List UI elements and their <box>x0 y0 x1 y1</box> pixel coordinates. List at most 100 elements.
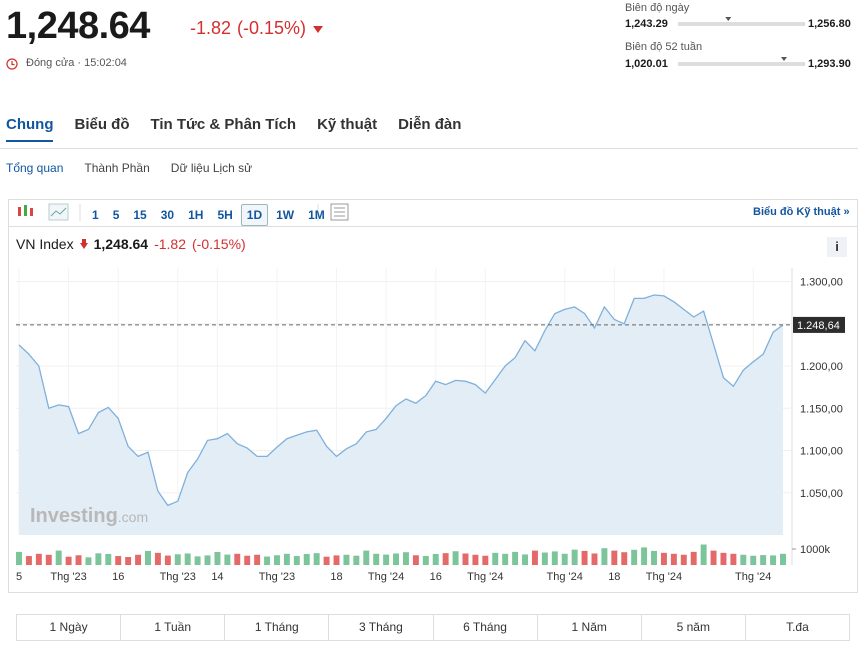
subtabs: Tổng quan Thành Phần Dữ liệu Lịch sử <box>6 161 252 175</box>
volume-bar <box>432 553 439 565</box>
volume-bar <box>670 553 677 565</box>
volume-bar <box>323 556 330 565</box>
x-tick-label: Thg '24 <box>646 571 682 583</box>
tech-chart-link[interactable]: Biểu đồ Kỹ thuật » <box>753 206 850 218</box>
down-arrow <box>313 25 324 33</box>
change-pct: (-0.15%) <box>237 18 307 38</box>
price: 1,248.64 <box>6 5 150 47</box>
volume-bar <box>740 554 747 565</box>
volume-bar <box>333 555 340 565</box>
tab[interactable]: Kỹ thuật <box>317 116 378 133</box>
volume-bar <box>55 550 62 565</box>
volume-bar <box>541 552 548 565</box>
subtab[interactable]: Dữ liệu Lịch sử <box>170 161 253 175</box>
range-track <box>678 22 805 26</box>
subtab[interactable]: Thành Phần <box>84 161 150 175</box>
volume-bar <box>611 550 618 565</box>
interval[interactable]: 1M <box>308 208 325 222</box>
y-tick-label: 1.300,00 <box>800 277 843 289</box>
volume-bar <box>393 553 400 565</box>
volume-bar <box>730 553 737 565</box>
intervals: 1 5 15 30 1H 5H 1D 1W 1M <box>86 204 331 226</box>
interval[interactable]: 1 <box>92 208 99 222</box>
volume-bar <box>591 553 598 565</box>
range-button[interactable]: 1 Tháng <box>224 615 328 640</box>
volume-bar <box>581 550 588 565</box>
volume-bar <box>125 557 132 565</box>
interval[interactable]: 15 <box>133 208 147 222</box>
range-label: Biên độ 52 tuần <box>625 41 703 53</box>
volume-bar <box>184 553 191 565</box>
range-button[interactable]: 3 Tháng <box>328 615 432 640</box>
range-button[interactable]: 1 Tuần <box>120 615 224 640</box>
volume-tick-label: 1000k <box>800 544 830 556</box>
volume-bar <box>601 548 608 565</box>
volume-bar <box>502 553 509 565</box>
volume-bar <box>660 552 667 565</box>
tab[interactable]: Biểu đồ <box>74 116 130 133</box>
interval[interactable]: 1D <box>240 204 269 226</box>
volume-bar <box>750 555 757 565</box>
candle-icon <box>18 205 33 216</box>
range-button[interactable]: T.đa <box>744 615 849 640</box>
range-button[interactable]: 5 năm <box>640 615 745 640</box>
volume-bar <box>95 553 102 565</box>
volume-bar <box>363 550 370 565</box>
interval[interactable]: 30 <box>160 208 175 222</box>
down-icon <box>79 239 88 249</box>
range-button[interactable]: 1 Năm <box>536 615 641 640</box>
watermark-name: Investing <box>30 505 118 527</box>
volume-bar <box>452 551 459 565</box>
last-value-label: 1.248,64 <box>797 320 840 332</box>
info-button[interactable]: i <box>827 237 847 257</box>
change-value: -1.82 <box>190 18 232 38</box>
volume-bar <box>621 552 628 565</box>
chart-change: -1.82 <box>154 236 187 252</box>
tab[interactable]: Tin Tức & Phân Tích <box>150 116 297 133</box>
y-tick-label: 1.100,00 <box>800 446 843 458</box>
volume-bar <box>512 551 519 565</box>
volume-bar <box>303 553 310 565</box>
last-value-box <box>793 316 845 333</box>
volume-bar <box>770 555 777 565</box>
range-button[interactable]: 6 Tháng <box>432 615 537 640</box>
x-tick-label: 14 <box>211 571 223 583</box>
subtab[interactable]: Tổng quan <box>6 161 64 175</box>
volume-bar <box>25 556 32 565</box>
tab[interactable]: Diễn đàn <box>398 116 462 133</box>
watermark-suffix: .com <box>118 509 148 525</box>
area <box>19 295 783 535</box>
x-tick-label: 5 <box>16 571 22 583</box>
range-button[interactable]: 1 Ngày <box>49 620 88 634</box>
volume-bar <box>254 554 261 565</box>
line <box>18 294 784 507</box>
volume-bar <box>174 554 181 565</box>
volume-bar <box>710 550 717 565</box>
volume-bar <box>780 553 786 565</box>
interval[interactable]: 5H <box>217 208 233 222</box>
range-low: 1,243.29 <box>625 18 668 30</box>
x-tick-label: Thg '24 <box>735 571 771 583</box>
volume-bar <box>373 553 380 565</box>
interval[interactable]: 5 <box>112 208 120 222</box>
volume-bar <box>492 552 499 565</box>
chart-title: VN Index 1,248.64 -1.82 (-0.15%) <box>16 236 246 252</box>
interval[interactable]: 1W <box>276 208 295 222</box>
x-tick-label: Thg '23 <box>50 571 86 583</box>
volume-bar <box>680 554 687 565</box>
range-label: Biên độ ngày <box>625 2 690 14</box>
interval[interactable]: 1H <box>188 208 204 222</box>
y-tick-label: 1.200,00 <box>800 361 843 373</box>
volume-bar <box>16 551 22 565</box>
x-tick-label: Thg '23 <box>259 571 295 583</box>
volume-bar <box>313 553 320 565</box>
volume-bar <box>383 554 390 565</box>
volume-bar <box>194 556 201 565</box>
volume-bar <box>472 554 479 565</box>
range-high: 1,293.90 <box>808 58 851 70</box>
tab[interactable]: Chung <box>6 116 54 142</box>
volume-bar <box>154 552 161 565</box>
volume-bar <box>571 549 578 565</box>
